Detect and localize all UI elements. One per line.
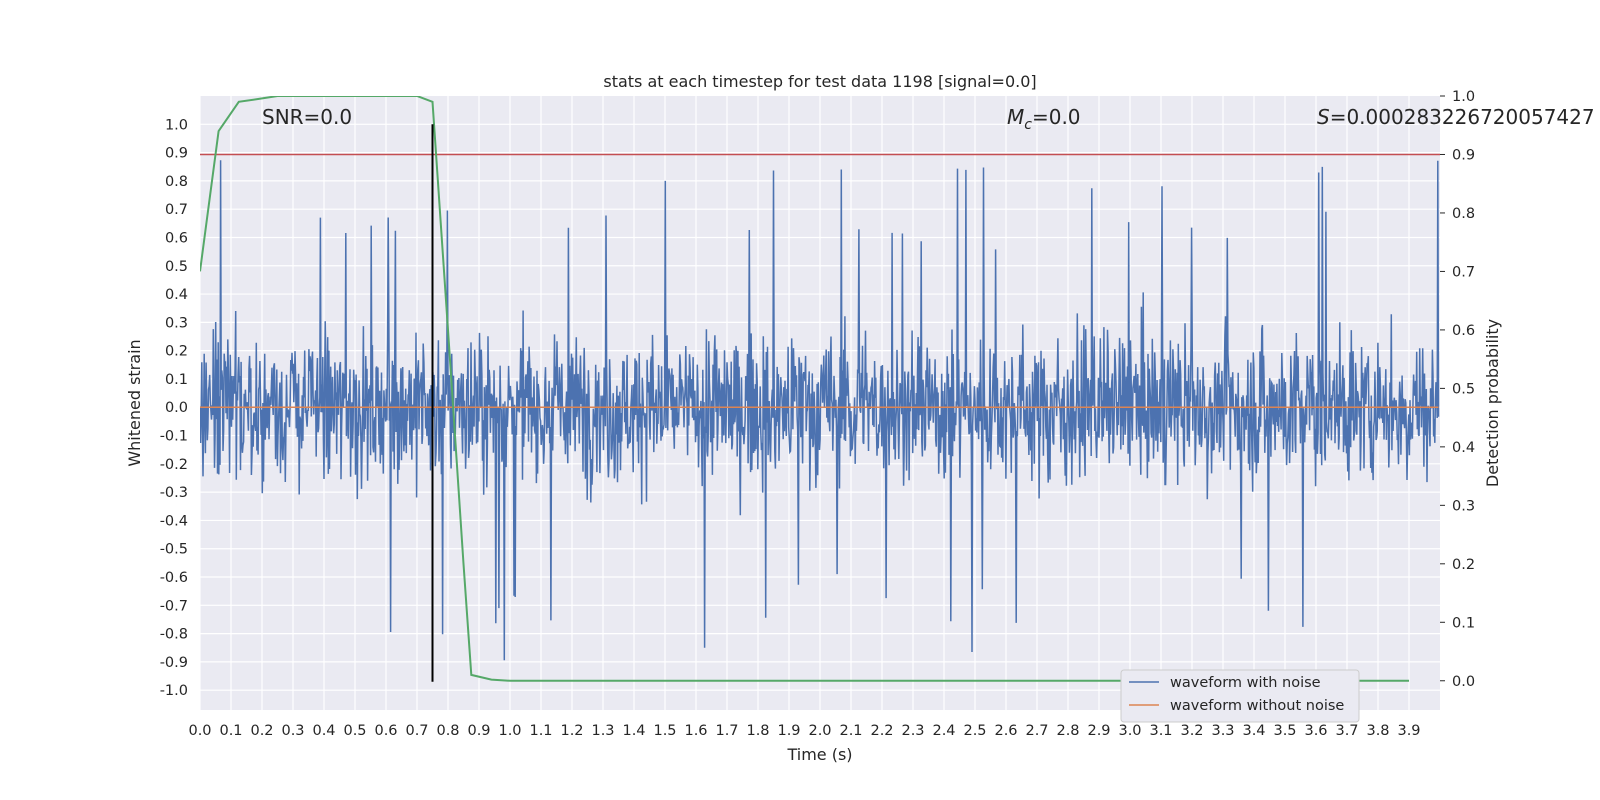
x-tick-label: 0.5: [343, 723, 366, 739]
y-axis-left-ticks: 1.0 0.9 0.8 0.7 0.6 0.5 0.4 0.3 0.2 0.1 0.0 -0.1 -0.…: [160, 117, 188, 699]
x-tick-label: 2.3: [901, 723, 924, 739]
y-left-tick-label: -0.3: [160, 485, 188, 501]
x-axis-label: Time (s): [786, 745, 852, 764]
x-tick-label: 0.0: [188, 723, 211, 739]
y-left-tick-label: -0.5: [160, 542, 188, 558]
legend-label-noise: waveform with noise: [1170, 675, 1321, 691]
legend-label-clean: waveform without noise: [1170, 698, 1344, 714]
y-right-tick-label: 0.0: [1452, 674, 1475, 690]
mc-symbol: M: [1007, 105, 1024, 129]
x-tick-label: 3.6: [1304, 723, 1327, 739]
x-tick-label: 1.5: [653, 723, 676, 739]
x-tick-label: 0.8: [436, 723, 459, 739]
series-detection-probability: [200, 96, 1409, 682]
series-waveform-with-noise: [200, 160, 1440, 661]
x-tick-label: 2.5: [963, 723, 986, 739]
mc-value: =0.0: [1032, 105, 1081, 129]
y-right-tick-label: 0.9: [1452, 147, 1475, 163]
y-left-tick-label: 0.4: [165, 287, 188, 303]
x-tick-label: 0.6: [374, 723, 397, 739]
s-value: =0.000283226720057427: [1330, 105, 1595, 129]
y-left-tick-label: 0.1: [165, 372, 188, 388]
x-tick-label: 3.5: [1273, 723, 1296, 739]
y-axis-right-label: Detection probability: [1483, 319, 1502, 487]
s-symbol: S: [1317, 105, 1330, 129]
y-left-tick-label: 0.6: [165, 230, 188, 246]
x-tick-label: 1.2: [560, 723, 583, 739]
y-right-tick-label: 0.1: [1452, 615, 1475, 631]
x-tick-label: 3.7: [1335, 723, 1358, 739]
y-right-tick-label: 0.3: [1452, 498, 1475, 514]
x-tick-label: 0.7: [405, 723, 428, 739]
y-left-tick-label: 0.7: [165, 202, 188, 218]
y-left-tick-label: 0.2: [165, 344, 188, 360]
x-tick-label: 2.6: [994, 723, 1017, 739]
x-tick-label: 0.9: [467, 723, 490, 739]
x-tick-label: 3.3: [1211, 723, 1234, 739]
chart-title: stats at each timestep for test data 119…: [603, 72, 1036, 91]
y-left-tick-label: 1.0: [165, 117, 188, 133]
snr-annotation: SNR=0.0: [262, 105, 352, 129]
x-tick-label: 1.8: [746, 723, 769, 739]
x-tick-label: 3.1: [1149, 723, 1172, 739]
x-tick-label: 1.7: [715, 723, 738, 739]
y-left-tick-label: 0.9: [165, 146, 188, 162]
x-tick-label: 2.7: [1025, 723, 1048, 739]
y-axis-right-ticks: 1.0 0.9 0.8 0.7 0.6 0.5 0.4 0.3 0.2 0.1 0.0: [1440, 89, 1475, 690]
x-tick-label: 2.1: [839, 723, 862, 739]
x-tick-label: 3.4: [1242, 723, 1265, 739]
y-right-tick-label: 0.4: [1452, 440, 1475, 456]
x-tick-label: 1.1: [529, 723, 552, 739]
x-tick-label: 2.2: [870, 723, 893, 739]
y-left-tick-label: -0.1: [160, 429, 188, 445]
x-tick-label: 1.3: [591, 723, 614, 739]
y-left-tick-label: 0.5: [165, 259, 188, 275]
x-tick-label: 3.9: [1397, 723, 1420, 739]
y-left-tick-label: 0.0: [165, 400, 188, 416]
y-right-tick-label: 0.7: [1452, 264, 1475, 280]
legend-box: [1120, 669, 1360, 723]
x-tick-label: 1.9: [777, 723, 800, 739]
y-right-tick-label: 0.2: [1452, 557, 1475, 573]
x-tick-label: 0.4: [312, 723, 335, 739]
x-tick-label: 1.6: [684, 723, 707, 739]
y-left-tick-label: -0.9: [160, 655, 188, 671]
x-tick-label: 3.0: [1118, 723, 1141, 739]
y-left-tick-label: -0.8: [160, 627, 188, 643]
x-tick-label: 0.3: [281, 723, 304, 739]
s-annotation: S=0.000283226720057427: [1317, 105, 1595, 129]
y-left-tick-label: -0.4: [160, 513, 188, 529]
x-tick-label: 3.8: [1366, 723, 1389, 739]
x-tick-label: 2.8: [1056, 723, 1079, 739]
y-right-tick-label: 0.8: [1452, 206, 1475, 222]
x-tick-label: 0.2: [250, 723, 273, 739]
mc-subscript: c: [1024, 117, 1032, 133]
x-tick-label: 1.4: [622, 723, 645, 739]
x-tick-label: 2.9: [1087, 723, 1110, 739]
x-tick-label: 0.1: [219, 723, 242, 739]
chirp-mass-annotation: Mc=0.0: [1007, 105, 1081, 133]
y-axis-left-label: Whitened strain: [125, 339, 144, 466]
y-right-tick-label: 0.5: [1452, 381, 1475, 397]
y-right-tick-label: 0.6: [1452, 323, 1475, 339]
x-tick-label: 2.0: [808, 723, 831, 739]
y-left-tick-label: -0.2: [160, 457, 188, 473]
y-left-tick-label: -0.6: [160, 570, 188, 586]
x-tick-label: 1.0: [498, 723, 521, 739]
legend: waveform with noise waveform without noi…: [1120, 669, 1360, 723]
y-left-tick-label: 0.8: [165, 174, 188, 190]
x-tick-label: 2.4: [932, 723, 955, 739]
y-left-tick-label: 0.3: [165, 315, 188, 331]
y-right-tick-label: 1.0: [1452, 89, 1475, 105]
y-left-tick-label: -0.7: [160, 598, 188, 614]
x-tick-label: 3.2: [1180, 723, 1203, 739]
y-left-tick-label: -1.0: [160, 683, 188, 699]
x-axis-ticks: 0.0 0.1 0.2 0.3 0.4 0.5 0.6 0.7 0.8 0.9 1.0 1.1 1.2 1…: [188, 723, 1420, 739]
